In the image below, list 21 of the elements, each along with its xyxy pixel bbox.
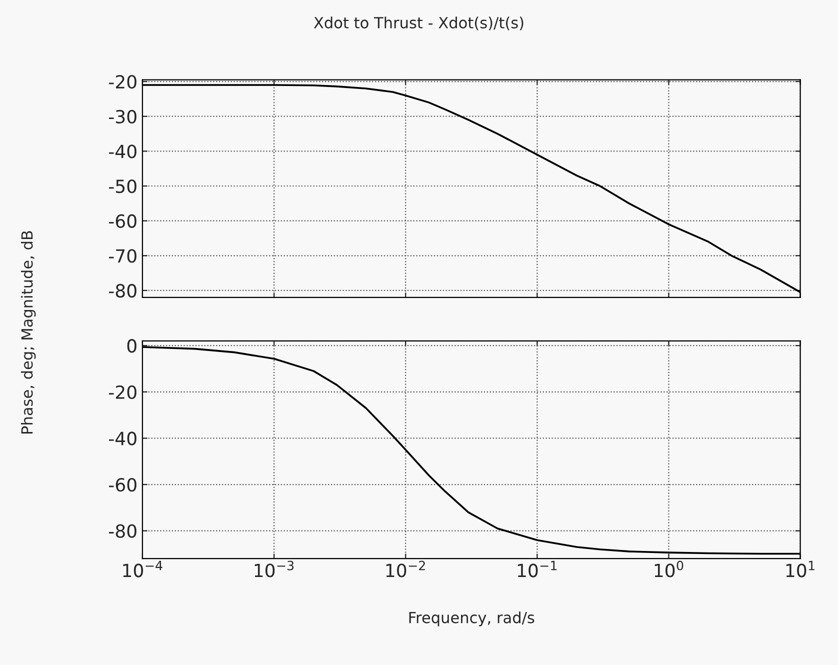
y-tick-label: 0 <box>127 339 136 353</box>
x-tick-label: 10$^{−4}$ <box>123 560 162 578</box>
y-tick-label: -60 <box>108 214 136 228</box>
x-tick-label: 10$^{−1}$ <box>518 560 557 578</box>
y-tick-label: -20 <box>108 385 136 400</box>
y-tick-label: -80 <box>108 524 136 538</box>
y-tick-label: -60 <box>108 478 136 492</box>
y-tick-label: -50 <box>108 179 136 194</box>
y-tick-label: -20 <box>108 75 136 89</box>
y-tick-label: -40 <box>108 144 136 158</box>
x-axis-title: Frequency, rad/s <box>409 611 534 626</box>
x-tick-label: 10$^{0}$ <box>654 560 684 578</box>
y-axis-title: Phase, deg; Magnitude, dB <box>20 231 36 434</box>
x-tick-label: 10$^{1}$ <box>786 560 814 578</box>
x-tick-label: 10$^{−2}$ <box>386 560 425 578</box>
y-tick-label: -70 <box>108 249 136 263</box>
y-tick-label: -80 <box>108 284 136 298</box>
y-tick-label: -30 <box>108 110 136 124</box>
x-tick-label: 10$^{−3}$ <box>254 560 294 578</box>
y-tick-label: -40 <box>108 432 136 446</box>
chart-title: Xdot to Thrust - Xdot(s)/t(s) <box>314 16 524 30</box>
